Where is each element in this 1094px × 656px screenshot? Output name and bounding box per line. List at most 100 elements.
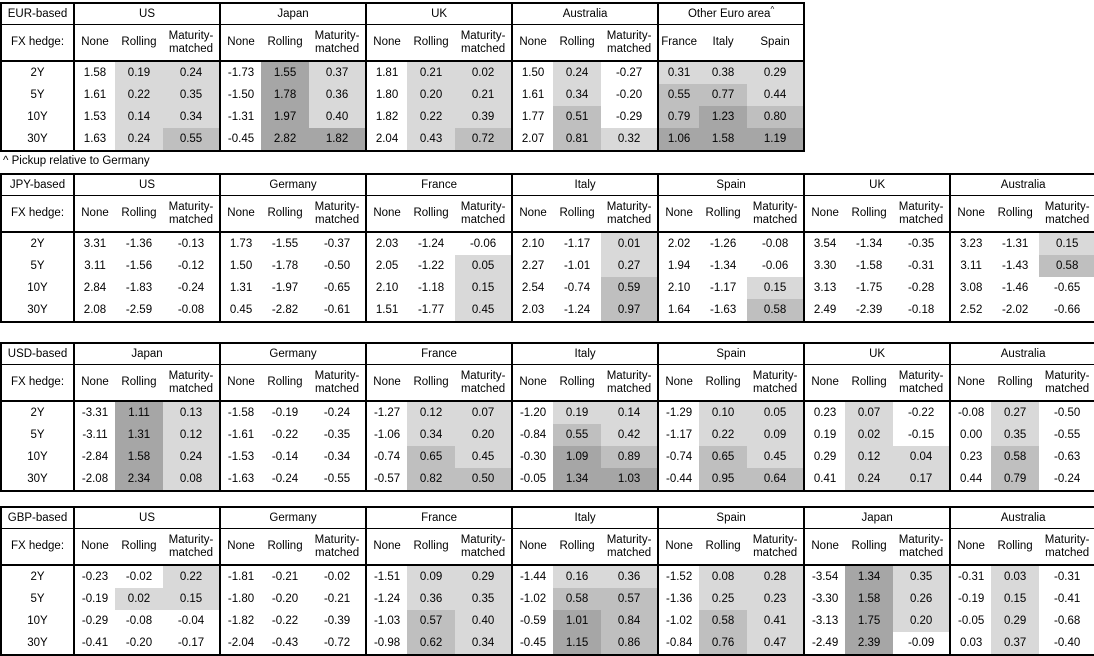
value-cell: 1.61 [511,84,554,106]
hedge-type-header: None [73,195,115,233]
value-cell: -0.24 [177,282,205,294]
value-cell: 0.09 [747,424,805,446]
value-cell: -0.28 [908,282,935,294]
value-cell: 0.15 [747,277,805,299]
value-cell: 3.54 [803,232,846,255]
value-cell: 0.84 [601,610,659,632]
data-row: 30Y -0.41 -0.20 -0.17 -2.04 -0.43 -0.72 -0.98 0.… [1,632,1094,655]
value-cell: -2.02 [1002,304,1029,316]
value-cell: -1.03 [365,610,408,632]
value-cell: 0.45 [455,299,513,322]
maturity-row-label: 10Y [27,282,48,294]
value-cell: 0.24 [115,128,163,151]
hedge-type-header: Rolling [407,364,456,402]
value-cell: -1.01 [563,260,591,272]
value-cell: 0.62 [407,632,456,655]
hedge-type-header: Maturity-matched [601,24,659,62]
hedge-type-header: Rolling [845,364,894,402]
country-header: UK [803,174,951,196]
value-cell: 0.13 [163,401,221,424]
value-cell: -1.24 [563,304,591,316]
value-cell: 0.07 [455,401,513,424]
value-cell: 0.27 [601,255,659,277]
value-cell: 0.04 [893,446,951,468]
value-cell: -1.77 [417,304,445,316]
value-cell: 0.58 [747,299,805,322]
country-header: US [72,174,221,196]
value-cell: 0.27 [991,401,1040,424]
value-cell: 0.00 [949,424,992,446]
value-cell: 0.64 [747,468,805,491]
hedge-type-header: Rolling [407,24,456,62]
value-cell: 0.65 [407,446,456,468]
value-cell: 0.97 [601,299,659,322]
value-cell: 3.31 [73,232,115,255]
value-cell: -1.17 [657,424,700,446]
value-cell: -1.17 [710,282,737,294]
hedge-type-header: None [949,528,992,566]
value-cell: 0.77 [699,84,748,106]
footnote: ^ Pickup relative to Germany [3,155,150,167]
value-cell: 3.08 [949,277,992,299]
value-cell: 1.82 [365,106,408,128]
value-cell: -0.40 [1054,637,1081,649]
value-cell: -0.34 [323,451,351,463]
value-cell: 2.84 [73,277,115,299]
country-header-row: USD-based Japan Germany France Italy Spain UK A… [1,343,1094,365]
hedge-type-header: Maturity-matched [309,195,367,233]
value-cell: -2.08 [73,468,115,491]
hedge-type-header: None [657,364,700,402]
value-cell: 0.02 [845,424,894,446]
value-cell: 1.61 [73,84,115,106]
value-cell: 2.52 [949,299,992,322]
value-cell: 0.20 [455,424,513,446]
value-cell: -0.43 [271,637,299,649]
value-cell: 2.10 [365,277,408,299]
value-cell: -1.24 [417,238,445,250]
value-cell: 0.34 [163,106,221,128]
fx-hedge-label: FX hedge: [1,364,74,402]
value-cell: 0.12 [407,401,456,424]
value-cell: -0.74 [365,446,408,468]
value-cell: 0.42 [601,424,659,446]
value-cell: 0.58 [1039,255,1094,277]
value-cell: 0.58 [991,446,1040,468]
hedge-type-header: Maturity-matched [455,195,513,233]
value-cell: -1.56 [125,260,153,272]
value-cell: 0.38 [699,61,748,84]
value-cell: 0.28 [747,565,805,588]
value-cell: 1.58 [115,446,163,468]
value-cell: -0.08 [949,401,992,424]
hedge-type-header: Rolling [115,364,163,402]
value-cell: -0.20 [125,637,153,649]
value-cell: -1.78 [271,260,299,272]
value-cell: 2.49 [803,299,846,322]
value-cell: -2.39 [856,304,883,316]
value-cell: -0.27 [615,67,643,79]
value-cell: 0.07 [845,401,894,424]
value-cell: 2.04 [365,128,408,151]
value-cell: 0.05 [747,401,805,424]
table-base-label: JPY-based [1,174,74,196]
value-cell: -1.50 [219,84,262,106]
value-cell: 0.57 [407,610,456,632]
country-header-row: JPY-based US Germany France Italy Spain UK Aust… [1,174,1094,196]
maturity-row-label: 30Y [27,473,48,485]
value-cell: 0.36 [309,84,367,106]
value-cell: 1.63 [73,128,115,151]
value-cell: -1.06 [365,424,408,446]
value-cell: -1.36 [657,588,700,610]
value-cell: 0.51 [553,106,602,128]
value-cell: -0.18 [908,304,935,316]
value-cell: -0.45 [219,128,262,151]
value-cell: 0.29 [991,610,1040,632]
value-cell: 0.55 [657,84,700,106]
data-row: 10Y 2.84 -1.83 -0.24 1.31 -1.97 -0.65 2.10 -1.18… [1,277,1094,299]
value-cell: 0.41 [747,610,805,632]
hedge-type-header: Rolling [699,364,748,402]
value-cell: -0.45 [511,632,554,655]
value-cell: 1.58 [73,61,115,84]
value-cell: -2.49 [803,632,846,655]
value-cell: -1.27 [365,401,408,424]
value-cell: 1.31 [219,277,262,299]
